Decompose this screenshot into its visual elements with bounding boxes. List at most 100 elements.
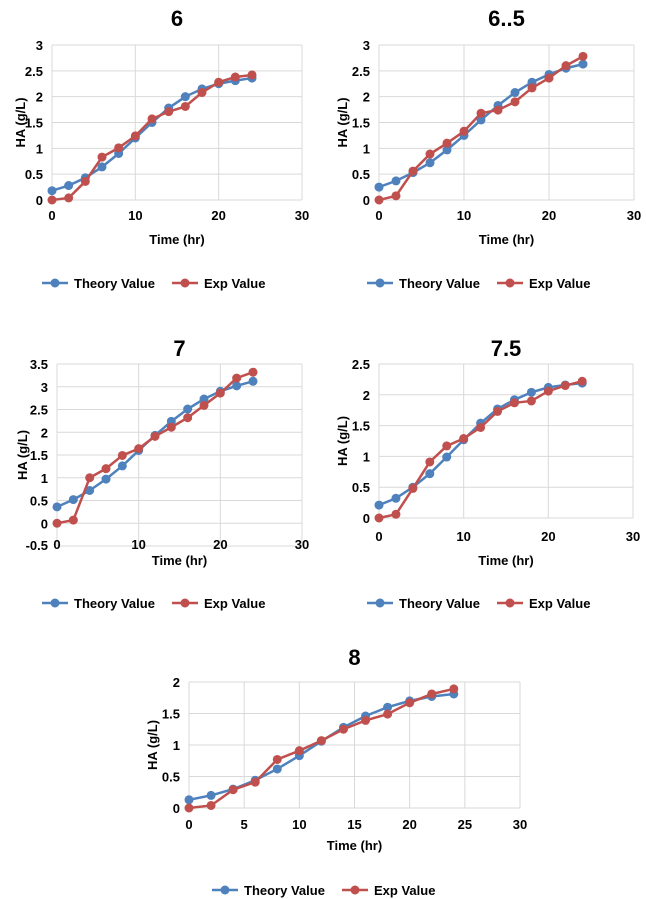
data-point-exp [85,473,95,483]
legend-marker [505,598,515,608]
x-axis-title: Time (hr) [478,553,533,568]
legend-marker [50,598,60,608]
data-point-theory [476,115,486,125]
data-point-exp [361,715,371,725]
y-tick-label: 1.5 [352,419,370,434]
legend-marker [505,278,515,288]
y-tick-label: 0.5 [30,494,48,509]
data-point-exp [47,195,57,205]
data-point-theory [425,469,435,479]
data-point-exp [228,785,238,795]
legend-marker [375,278,385,288]
data-point-exp [408,166,418,176]
legend: Theory Value Exp Value [212,883,435,898]
data-point-theory [117,461,127,471]
x-tick-label: 5 [241,817,248,832]
legend-marker [350,885,360,895]
chart-title: 7 [173,336,185,361]
y-tick-label: 3 [36,38,43,53]
x-axis-title: Time (hr) [327,838,382,853]
data-point-theory [526,387,536,397]
legend: Theory Value Exp Value [367,276,590,291]
x-tick-label: 0 [48,208,55,223]
data-point-theory [199,394,209,404]
data-point-exp [130,131,140,141]
y-tick-label: 0.5 [352,167,370,182]
data-point-exp [166,422,176,432]
data-point-exp [114,143,124,153]
data-point-theory [578,59,588,69]
y-tick-label: 2 [363,90,370,105]
x-tick-label: 20 [541,529,555,544]
data-point-exp [80,176,90,186]
data-point-exp [184,803,194,813]
data-point-exp [526,396,536,406]
legend-label: Exp Value [204,596,265,611]
data-point-exp [383,709,393,719]
data-point-exp [230,72,240,82]
y-tick-label: 1.5 [25,116,43,131]
data-point-exp [560,381,570,391]
data-point-exp [199,400,209,410]
data-point-theory [52,502,62,512]
data-point-exp [493,105,503,115]
x-axis-title: Time (hr) [152,553,207,568]
x-axis-title: Time (hr) [479,232,534,247]
y-tick-label: 2.5 [352,357,370,372]
x-tick-label: 0 [53,537,60,552]
data-point-exp [316,736,326,746]
data-point-exp [405,698,415,708]
data-point-theory [85,485,95,495]
legend-label: Exp Value [374,883,435,898]
series-line-theory [188,692,454,802]
data-point-exp [476,422,486,432]
y-tick-label: 1 [36,141,43,156]
x-tick-label: 20 [542,208,556,223]
data-point-exp [544,73,554,83]
legend-label: Theory Value [244,883,325,898]
data-point-exp [391,509,401,519]
chart-title: 6..5 [488,6,525,31]
data-point-exp [425,457,435,467]
data-point-exp [180,101,190,111]
data-point-exp [134,444,144,454]
y-tick-label: 2.5 [30,403,48,418]
data-point-theory [425,158,435,168]
y-tick-label: 3 [41,380,48,395]
data-point-theory [383,702,393,712]
data-point-theory [391,176,401,186]
data-point-theory [248,376,258,386]
data-point-theory [180,92,190,102]
data-point-exp [247,70,257,80]
x-tick-label: 20 [402,817,416,832]
y-axis-title: HA (g/L) [15,430,30,480]
x-tick-label: 20 [213,537,227,552]
y-tick-label: 0 [363,193,370,208]
data-point-exp [527,83,537,93]
y-tick-label: 2 [36,90,43,105]
legend-label: Theory Value [74,596,155,611]
data-point-exp [543,386,553,396]
data-point-exp [52,518,62,528]
data-point-theory [374,182,384,192]
y-tick-label: 0.5 [162,770,180,785]
x-tick-label: 0 [375,529,382,544]
x-tick-label: 10 [131,537,145,552]
x-tick-label: 30 [626,529,640,544]
y-tick-label: 1.5 [352,116,370,131]
data-point-exp [147,114,157,124]
data-point-exp [408,483,418,493]
legend-marker [375,598,385,608]
y-tick-label: 0 [363,511,370,526]
y-axis-title: HA (g/L) [145,720,160,770]
x-tick-label: 0 [375,208,382,223]
x-tick-label: 10 [128,208,142,223]
legend: Theory Value Exp Value [42,276,265,291]
x-tick-label: 10 [456,529,470,544]
y-tick-label: 0 [36,193,43,208]
legend-marker [180,598,190,608]
x-tick-label: 10 [292,817,306,832]
